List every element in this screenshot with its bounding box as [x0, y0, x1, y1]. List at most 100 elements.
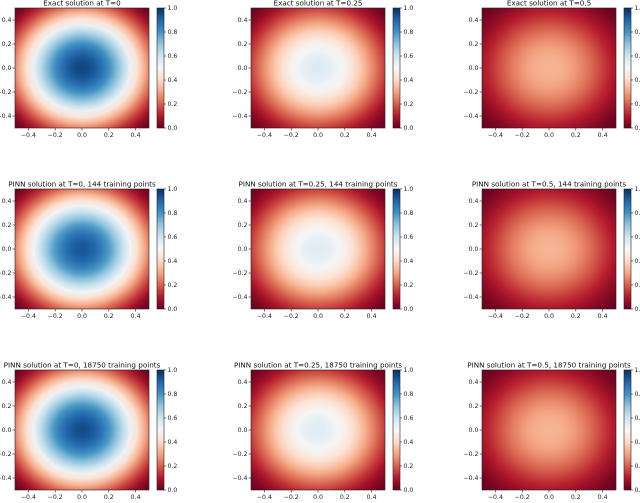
y-tick-label: −0.4 [463, 294, 478, 301]
x-tick-label: 0.2 [571, 494, 581, 501]
x-tick-label: −0.2 [284, 313, 299, 320]
y-tick-label: 0.4 [469, 379, 479, 386]
y-tick-label: −0.2 [232, 270, 247, 277]
y-tick-label: −0.2 [0, 451, 12, 458]
y-tick-label: 0.0 [469, 427, 479, 434]
x-tick-label: 0.4 [367, 494, 377, 501]
colorbar [624, 370, 631, 490]
colorbar-frame [156, 7, 165, 129]
colorbar-tick-label: 0.4 [168, 258, 178, 265]
x-tick-label: 0.4 [598, 494, 608, 501]
y-tick-label: 0.4 [2, 379, 12, 386]
colorbar [393, 189, 400, 309]
y-tick-label: 0.0 [2, 246, 12, 253]
y-tick-label: −0.2 [463, 270, 478, 277]
colorbar-tick-label: 1.0 [635, 186, 640, 193]
x-tick-label: 0.0 [313, 132, 323, 139]
y-tick-label: 0.0 [2, 65, 12, 72]
x-tick-label: 0.4 [131, 132, 141, 139]
y-tick-label: 0.2 [2, 403, 12, 410]
colorbar-tick-label: 1.0 [635, 5, 640, 12]
colorbar-tick-label: 0.2 [635, 282, 640, 289]
colorbar-tick-label: 0.8 [168, 29, 178, 36]
colorbar-tick-label: 0.6 [168, 234, 178, 241]
x-tick-label: 0.4 [598, 132, 608, 139]
x-tick-label: −0.2 [284, 494, 299, 501]
y-tick-label: 0.2 [238, 41, 248, 48]
x-tick-label: 0.2 [104, 132, 114, 139]
panel-1-2: Exact solution at T=0.25 −0.4 −0.2 0.0 0.2 0.… [232, 0, 413, 139]
heatmap-field [15, 8, 149, 128]
y-tick-label: −0.4 [463, 475, 478, 482]
colorbar-tick-label: 1.0 [635, 367, 640, 374]
colorbar-frame [623, 188, 632, 310]
colorbar-frame [392, 7, 401, 129]
heatmap-field [482, 189, 616, 309]
x-tick-label: 0.2 [340, 494, 350, 501]
y-tick-label: −0.2 [463, 89, 478, 96]
colorbar-tick-label: 0.2 [168, 463, 178, 470]
y-tick-label: 0.2 [2, 222, 12, 229]
y-tick-label: −0.4 [0, 113, 12, 120]
x-tick-label: 0.0 [313, 494, 323, 501]
x-tick-label: 0.2 [104, 494, 114, 501]
colorbar-tick-label: 0.2 [168, 282, 178, 289]
x-tick-label: −0.2 [48, 313, 63, 320]
colorbar [393, 370, 400, 490]
colorbar-tick-label: 0.8 [168, 391, 178, 398]
y-tick-label: −0.2 [0, 270, 12, 277]
x-tick-label: −0.4 [488, 132, 503, 139]
colorbar-tick-label: 0.2 [635, 463, 640, 470]
x-tick-label: −0.4 [488, 313, 503, 320]
y-tick-label: 0.2 [469, 222, 479, 229]
y-tick-label: −0.2 [232, 451, 247, 458]
colorbar-tick-label: 0.2 [168, 101, 178, 108]
x-tick-label: 0.2 [571, 313, 581, 320]
colorbar-tick-label: 0.8 [404, 391, 414, 398]
y-tick-label: −0.4 [0, 294, 12, 301]
colorbar-tick-label: 0.6 [404, 234, 414, 241]
heatmap-field [251, 8, 385, 128]
y-tick-label: 0.2 [2, 41, 12, 48]
heatmap-field [15, 370, 149, 490]
colorbar-tick-label: 0.6 [168, 415, 178, 422]
colorbar-tick-label: 0.0 [404, 125, 414, 132]
colorbar-tick-label: 0.4 [168, 77, 178, 84]
y-tick-label: 0.0 [469, 246, 479, 253]
panel-title: PINN solution at T=0, 144 training point… [8, 180, 156, 189]
x-tick-label: −0.4 [257, 313, 272, 320]
panel-2-1: PINN solution at T=0, 144 training point… [0, 180, 177, 321]
y-tick-label: 0.2 [238, 222, 248, 229]
colorbar-tick-label: 0.4 [635, 258, 640, 265]
colorbar-tick-label: 1.0 [168, 186, 178, 193]
colorbar-tick-label: 0.6 [635, 415, 640, 422]
colorbar [157, 189, 164, 309]
y-tick-label: −0.4 [232, 294, 247, 301]
y-tick-label: 0.0 [2, 427, 12, 434]
colorbar-frame [156, 369, 165, 491]
panel-title: Exact solution at T=0 [43, 0, 121, 8]
y-tick-label: −0.4 [232, 113, 247, 120]
x-tick-label: 0.0 [77, 132, 87, 139]
colorbar-tick-label: 0.2 [404, 282, 414, 289]
y-tick-label: 0.2 [469, 403, 479, 410]
colorbar-tick-label: 0.0 [168, 306, 178, 313]
y-tick-label: 0.4 [2, 17, 12, 24]
y-tick-label: −0.4 [0, 475, 12, 482]
x-tick-label: −0.4 [257, 494, 272, 501]
x-tick-label: 0.4 [598, 313, 608, 320]
panel-2-2: PINN solution at T=0.25, 144 training po… [232, 180, 413, 321]
x-tick-label: −0.2 [48, 132, 63, 139]
y-tick-label: 0.4 [238, 17, 248, 24]
colorbar-tick-label: 0.2 [404, 101, 414, 108]
colorbar-tick-label: 0.4 [635, 439, 640, 446]
x-tick-label: −0.4 [21, 313, 36, 320]
y-tick-label: 0.4 [469, 17, 479, 24]
y-tick-label: 0.2 [469, 41, 479, 48]
y-tick-label: −0.2 [463, 451, 478, 458]
colorbar-tick-label: 0.0 [635, 125, 640, 132]
colorbar-tick-label: 0.6 [168, 53, 178, 60]
colorbar-tick-label: 0.4 [404, 439, 414, 446]
colorbar-frame [623, 369, 632, 491]
